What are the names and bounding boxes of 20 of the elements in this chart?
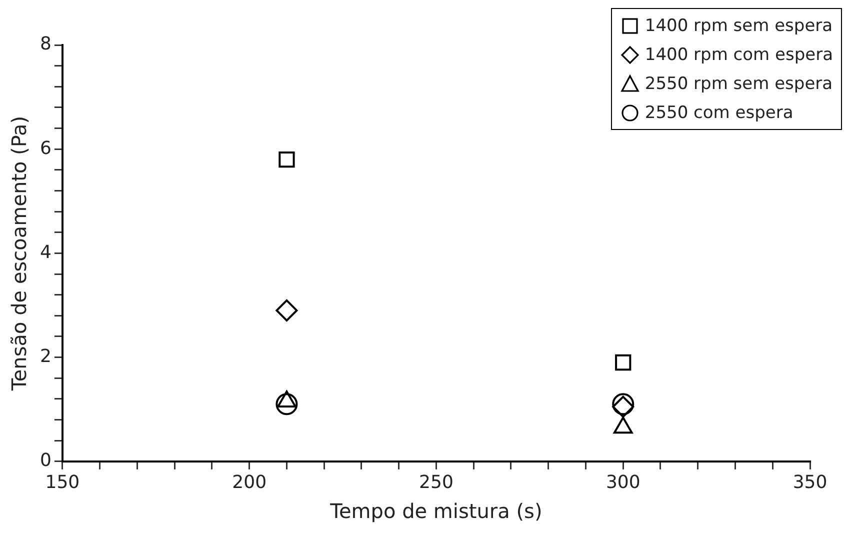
legend-label: 1400 rpm com espera (644, 44, 833, 64)
y-axis-title: Tensão de escoamento (Pa) (7, 116, 32, 392)
x-tick-label: 250 (419, 472, 454, 493)
x-axis-title: Tempo de mistura (s) (329, 499, 542, 524)
y-tick-label: 6 (40, 138, 52, 159)
y-tick-label: 8 (40, 34, 52, 55)
x-tick-label: 300 (606, 472, 640, 493)
legend-label: 1400 rpm sem espera (644, 16, 833, 36)
point (276, 393, 298, 416)
x-tick-label: 150 (45, 472, 80, 493)
x-tick-label: 200 (232, 472, 267, 493)
y-tick-label: 4 (40, 242, 52, 263)
y-tick-label: 0 (40, 450, 52, 472)
legend-label: 2550 rpm sem espera (644, 74, 833, 94)
x-tick-label: 350 (792, 472, 828, 493)
point (615, 354, 632, 371)
point (276, 299, 298, 322)
y-tick-label: 2 (40, 346, 52, 367)
point (278, 151, 295, 168)
legend-label: 2550 com espera (644, 102, 794, 122)
